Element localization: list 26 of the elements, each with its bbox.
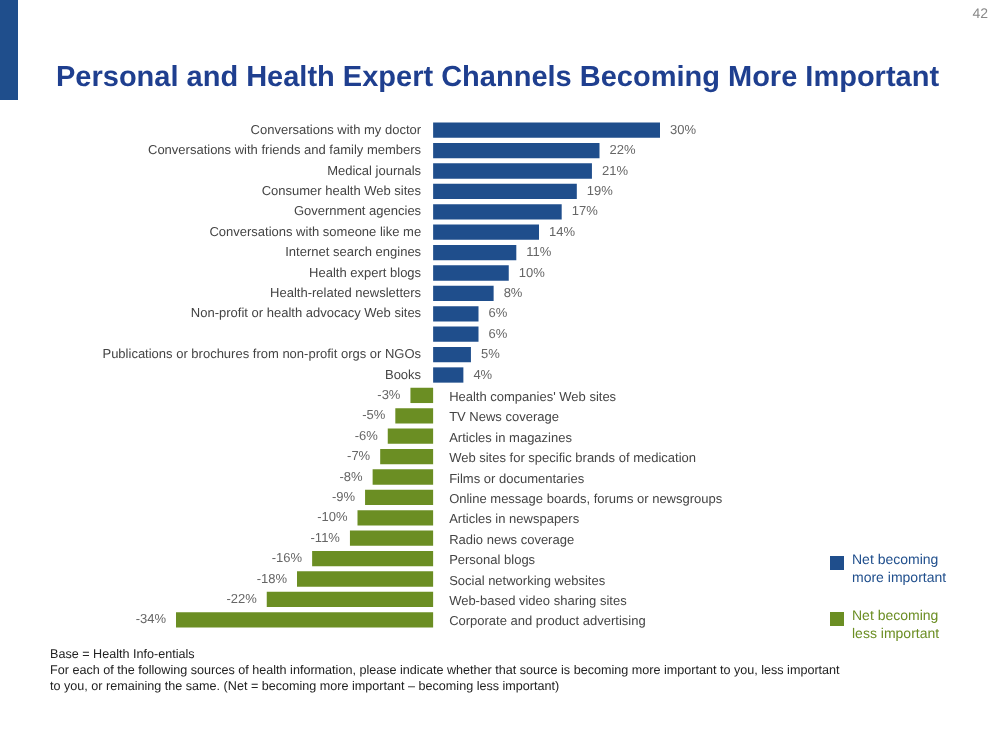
bar bbox=[312, 550, 434, 567]
bar bbox=[433, 122, 660, 138]
bar bbox=[357, 510, 434, 526]
bar bbox=[266, 591, 434, 608]
bar bbox=[349, 530, 434, 546]
bar bbox=[433, 326, 479, 342]
chart-title: Personal and Health Expert Channels Becoming More Important bbox=[56, 62, 940, 94]
bar bbox=[433, 244, 517, 261]
bar bbox=[410, 387, 434, 404]
bar bbox=[372, 469, 434, 485]
bar bbox=[380, 448, 434, 465]
bar bbox=[433, 204, 562, 220]
bar bbox=[433, 306, 479, 322]
bar bbox=[297, 571, 434, 587]
bar bbox=[433, 142, 600, 159]
bar bbox=[395, 408, 434, 424]
bar bbox=[433, 367, 464, 383]
bar bbox=[433, 224, 539, 240]
bar bbox=[433, 265, 509, 281]
bar bbox=[365, 489, 434, 506]
bar bbox=[433, 163, 592, 179]
bar bbox=[176, 612, 434, 628]
bar bbox=[433, 285, 494, 302]
bar bbox=[433, 183, 577, 200]
bar bbox=[387, 428, 434, 444]
bar bbox=[433, 346, 471, 363]
